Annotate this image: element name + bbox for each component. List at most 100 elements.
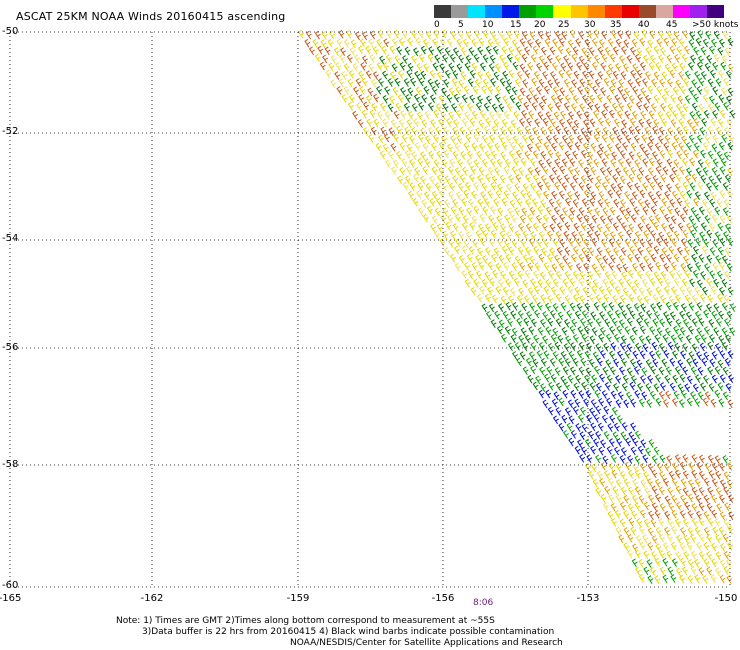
wind-barb xyxy=(671,166,678,176)
wind-barb xyxy=(722,182,729,191)
wind-barb xyxy=(434,207,441,217)
wind-barb xyxy=(393,133,399,143)
wind-barb xyxy=(581,47,588,56)
wind-barb xyxy=(479,62,486,72)
wind-barb xyxy=(595,454,602,464)
wind-barb xyxy=(459,174,466,184)
wind-barb xyxy=(582,142,589,152)
wind-barb xyxy=(598,143,605,153)
wind-barb xyxy=(605,333,612,343)
wind-barb xyxy=(651,535,658,544)
wind-barb xyxy=(552,327,559,337)
wind-barb xyxy=(472,239,479,248)
wind-barb xyxy=(717,118,724,128)
wind-barb xyxy=(595,269,602,279)
wind-barb xyxy=(482,29,489,39)
wind-barb xyxy=(650,303,657,312)
wind-barb xyxy=(704,263,710,272)
wind-barb xyxy=(688,302,695,311)
wind-barb xyxy=(458,54,464,64)
wind-barb xyxy=(618,254,625,264)
wind-barb xyxy=(567,237,574,247)
wind-barb xyxy=(454,245,460,255)
wind-barb xyxy=(719,189,726,199)
wind-barb xyxy=(688,461,695,471)
wind-barb xyxy=(535,375,542,385)
wind-barb xyxy=(543,285,550,295)
wind-barb xyxy=(637,246,644,256)
wind-barb xyxy=(467,78,474,87)
wind-barb xyxy=(398,119,405,128)
wind-barb xyxy=(591,38,598,47)
wind-barb xyxy=(550,94,557,104)
colorbar-tick-label: 0 xyxy=(434,20,440,30)
wind-barb xyxy=(698,502,705,512)
wind-barb xyxy=(400,110,407,119)
wind-barb xyxy=(431,215,438,225)
wind-barb xyxy=(557,94,563,104)
wind-barb xyxy=(631,326,638,336)
colorbar-tick-label: 30 xyxy=(584,20,596,30)
wind-barb xyxy=(720,157,727,167)
wind-barb xyxy=(673,134,680,144)
wind-barb xyxy=(631,191,638,200)
wind-barb xyxy=(558,37,565,47)
lon-label-150: -150 xyxy=(714,593,738,604)
wind-barb xyxy=(682,229,689,239)
wind-barb xyxy=(652,175,659,184)
wind-barb xyxy=(388,127,395,136)
wind-barb xyxy=(467,198,474,208)
wind-barb xyxy=(439,63,446,72)
wind-barb xyxy=(692,383,699,393)
wind-barb xyxy=(542,71,549,80)
wind-barb xyxy=(643,230,650,239)
wind-barb xyxy=(384,86,391,95)
wind-barb xyxy=(430,119,437,128)
wind-barb xyxy=(444,69,451,79)
wind-barb xyxy=(649,326,656,335)
wind-barb xyxy=(511,39,518,48)
wind-barb xyxy=(628,151,635,160)
wind-barb xyxy=(549,310,556,319)
wind-barb xyxy=(569,278,576,287)
wind-barb xyxy=(492,45,499,55)
wind-barb xyxy=(572,270,579,280)
wind-barb xyxy=(666,550,673,560)
wind-barb xyxy=(654,575,661,584)
wind-barb xyxy=(641,367,648,376)
wind-barb xyxy=(543,61,550,71)
wind-barb xyxy=(336,86,343,95)
wind-barb xyxy=(703,375,709,384)
wind-barb xyxy=(382,94,389,104)
wind-barb xyxy=(589,118,596,128)
wind-barb xyxy=(702,38,709,48)
wind-barb xyxy=(622,374,629,384)
wind-barb xyxy=(658,342,665,352)
wind-barb xyxy=(663,37,670,47)
wind-barb xyxy=(581,333,588,343)
wind-barb xyxy=(338,78,345,88)
wind-barb xyxy=(588,247,595,256)
wind-barb xyxy=(679,286,686,295)
wind-barb xyxy=(602,255,609,264)
wind-barb xyxy=(717,222,724,232)
wind-barb xyxy=(586,342,592,352)
wind-barb xyxy=(684,383,691,393)
wind-barb xyxy=(513,30,520,39)
wind-barb xyxy=(670,215,677,225)
wind-barb xyxy=(704,462,711,472)
colorbar-segment xyxy=(519,5,537,18)
wind-barb xyxy=(633,366,640,375)
wind-barb xyxy=(654,142,661,152)
wind-barb xyxy=(687,493,694,503)
wind-barb xyxy=(428,46,435,55)
wind-barb xyxy=(576,61,583,71)
wind-barb xyxy=(441,135,448,144)
wind-barb xyxy=(666,533,673,543)
wind-barb xyxy=(690,534,697,543)
wind-barb xyxy=(645,246,652,256)
wind-barb xyxy=(452,150,459,160)
wind-barb xyxy=(376,61,383,71)
wind-barb xyxy=(530,53,537,63)
wind-barb xyxy=(478,261,485,271)
